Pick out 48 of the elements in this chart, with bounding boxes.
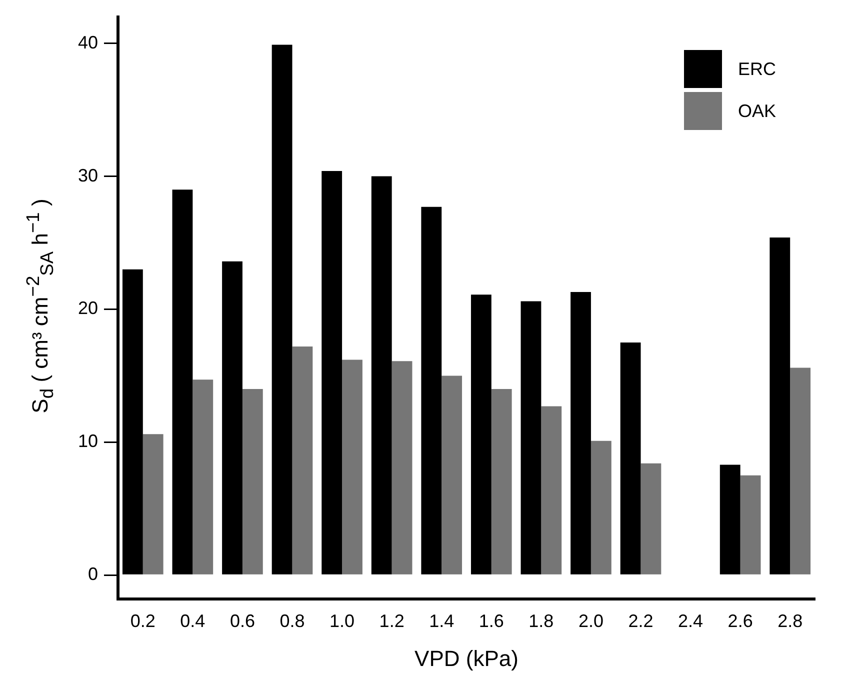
bar: [242, 388, 263, 574]
bar: [491, 388, 512, 574]
x-tick-label: 2.4: [678, 610, 704, 631]
bar: [790, 368, 811, 574]
bar: [272, 44, 292, 574]
x-axis-title: VPD (kPa): [414, 646, 518, 671]
x-tick-label: 1.4: [429, 610, 454, 631]
bar: [222, 261, 242, 574]
x-tick-label: 1.0: [330, 610, 355, 631]
x-tick-label: 2.2: [628, 610, 654, 631]
x-tick-label: 1.2: [379, 610, 404, 631]
x-tick-label: 0.8: [280, 610, 305, 631]
x-tick-label: 0.6: [230, 610, 255, 631]
x-tick-label: 0.2: [130, 610, 156, 631]
bar: [421, 206, 442, 574]
bar: [541, 406, 562, 574]
y-tick-label: 20: [78, 298, 98, 318]
bar: [770, 237, 790, 574]
y-tick-label: 10: [78, 431, 98, 452]
bar: [122, 269, 143, 574]
x-tick-label: 1.6: [478, 610, 504, 631]
bar: [720, 464, 740, 574]
x-tick-label: 2.8: [778, 610, 803, 631]
y-tick-label: 0: [88, 564, 98, 584]
bar: [590, 440, 612, 574]
bar: [192, 380, 214, 574]
bar: [371, 176, 392, 574]
y-tick-label: 40: [78, 32, 98, 52]
bar: [570, 292, 591, 574]
bar: [342, 360, 362, 574]
bar: [172, 190, 193, 574]
bar: [292, 346, 313, 574]
x-tick-label: 2.0: [578, 610, 604, 631]
bar: [520, 301, 542, 574]
y-tick-label: 30: [78, 165, 98, 186]
bar: [142, 434, 164, 574]
x-tick-label: 1.8: [528, 610, 554, 631]
legend-label: OAK: [738, 100, 776, 122]
bar: [442, 376, 462, 574]
bar: [640, 463, 662, 574]
bar: [620, 342, 641, 574]
bar: [470, 294, 492, 574]
bar: [740, 475, 761, 574]
legend-label: ERC: [738, 58, 776, 80]
x-tick-label: 2.6: [728, 610, 753, 631]
bar: [392, 361, 412, 574]
bar: [322, 170, 342, 574]
x-tick-label: 0.4: [180, 610, 206, 631]
